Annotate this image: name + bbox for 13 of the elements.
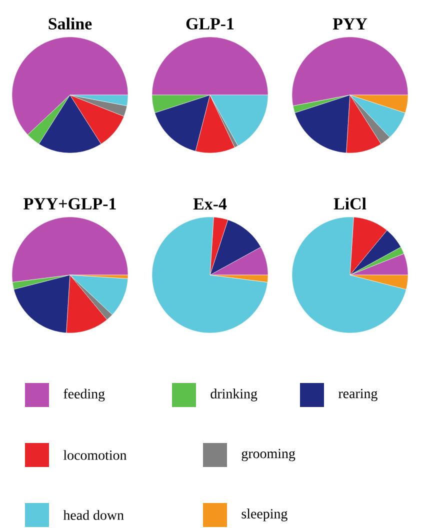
legend-label: sleeping (242, 508, 288, 522)
legend-label: feeding (64, 388, 105, 402)
legend-label: drinking (210, 388, 258, 402)
chart-title: PYY (332, 18, 368, 30)
legend-label: head down (63, 510, 124, 520)
chart-title: Ex-4 (193, 198, 227, 210)
chart-title: Saline (48, 18, 92, 30)
chart-title: PYY+GLP-1 (24, 198, 116, 210)
legend-label: rearing (338, 388, 378, 402)
legend-label: grooming (242, 448, 296, 462)
chart-title: GLP-1 (186, 18, 234, 30)
legend-label: locomotion (63, 450, 127, 460)
chart-title: LiCl (334, 198, 366, 210)
